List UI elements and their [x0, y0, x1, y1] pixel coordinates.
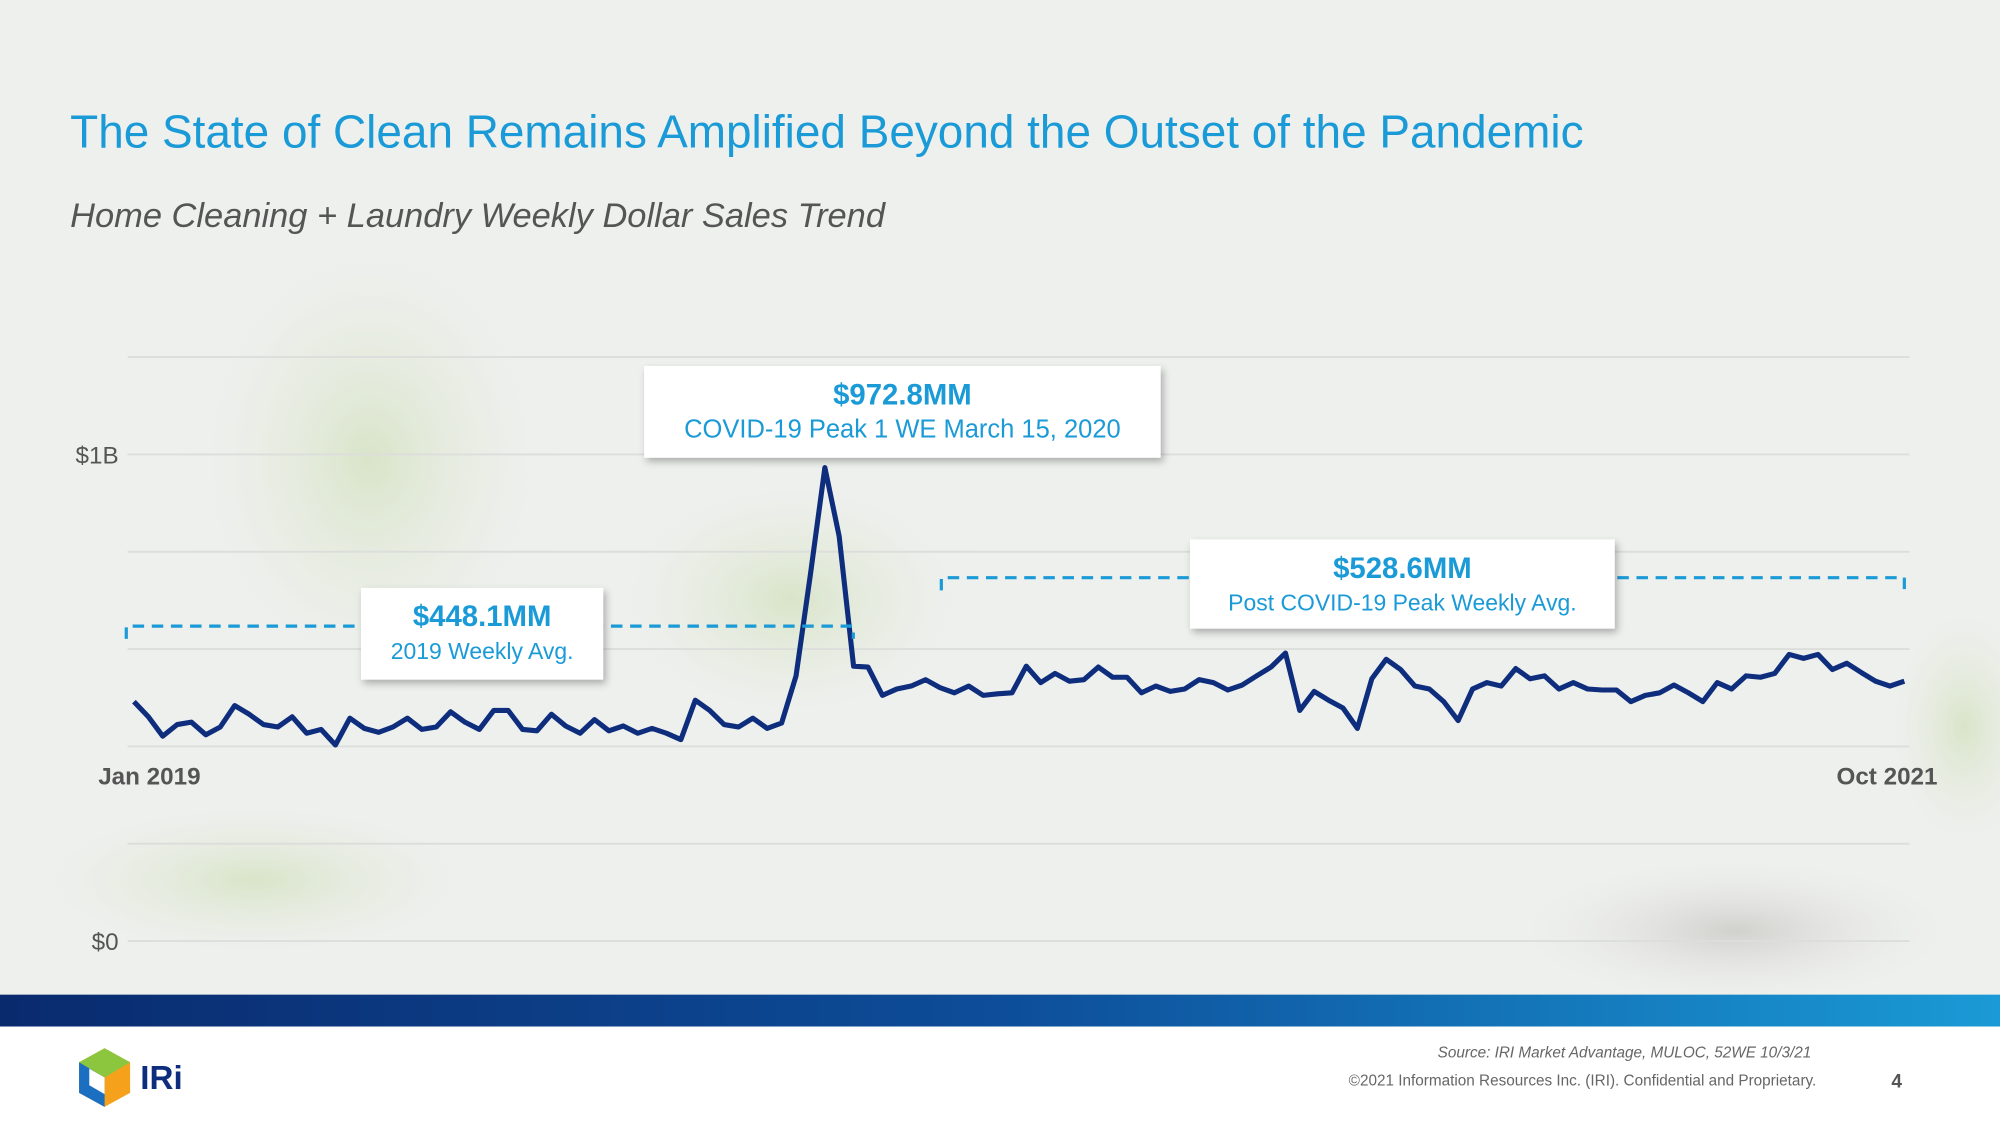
background-blur	[1875, 586, 2000, 868]
page-number: 4	[1891, 1072, 1902, 1093]
logo-text: IRi	[140, 1060, 182, 1097]
footer-band	[0, 994, 2000, 1027]
annotation-value: $972.8MM	[833, 378, 972, 411]
logo-mark	[79, 1048, 131, 1078]
bracket	[124, 624, 855, 639]
annotation-text: COVID-19 Peak 1 WE March 15, 2020	[684, 416, 1121, 444]
source: Source: IRI Market Advantage, MULOC, 52W…	[1438, 1044, 1812, 1061]
background-blur	[0, 790, 511, 970]
annotation-value: $528.6MM	[1333, 552, 1472, 585]
title: The State of Clean Remains Amplified Bey…	[70, 105, 1583, 157]
annotation: $972.8MM COVID-19 Peak 1 WE March 15, 202…	[644, 365, 1161, 458]
y-tick-label: $0	[92, 929, 119, 956]
background-blur	[1505, 854, 1965, 1008]
background-blur	[586, 459, 995, 740]
annotation: $448.1MM 2019 Weekly Avg.	[360, 587, 604, 680]
annotation-box	[644, 365, 1161, 458]
bracket	[939, 576, 1906, 591]
logo: IRi	[79, 1048, 183, 1107]
line	[132, 465, 1906, 748]
annotation-box	[1190, 539, 1615, 629]
y-tick-label: $1B	[76, 442, 119, 469]
x-tick-label: Oct 2021	[1837, 763, 1938, 790]
logo-mark	[89, 1068, 105, 1095]
x-tick-label: Jan 2019	[98, 763, 200, 790]
footer	[0, 1026, 2000, 1126]
copyright: ©2021 Information Resources Inc. (IRI). …	[1349, 1072, 1817, 1089]
annotation-box	[360, 587, 604, 680]
subtitle: Home Cleaning + Laundry Weekly Dollar Sa…	[70, 197, 887, 235]
annotation-value: $448.1MM	[413, 600, 552, 633]
annotation-text: Post COVID-19 Peak Weekly Avg.	[1228, 590, 1577, 616]
annotation: $528.6MM Post COVID-19 Peak Weekly Avg.	[1190, 539, 1615, 629]
background-blur	[165, 204, 574, 715]
chart: $0 $1B Jan 2019 Oct 2021 $972.8MM COVID-19 Pe…	[76, 356, 1938, 956]
annotation-text: 2019 Weekly Avg.	[391, 638, 574, 664]
